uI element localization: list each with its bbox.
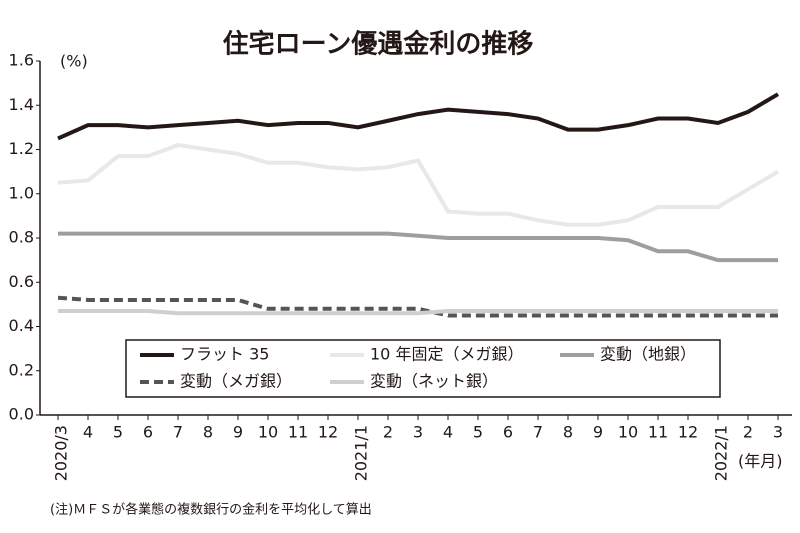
y-unit: (%) xyxy=(60,52,88,71)
y-tick-label: 1.6 xyxy=(9,51,34,70)
chart-title: 住宅ローン優遇金利の推移 xyxy=(223,29,534,60)
y-tick-label: 0.6 xyxy=(9,272,34,291)
x-tick-label: 2022/1 xyxy=(712,425,731,481)
x-tick-label: 11 xyxy=(648,423,668,442)
x-tick-label: 10 xyxy=(258,423,278,442)
x-tick-label: 8 xyxy=(563,423,573,442)
x-tick-label: 6 xyxy=(143,423,153,442)
x-tick-label: 9 xyxy=(233,423,243,442)
legend-label: フラット 35 xyxy=(180,345,269,364)
x-tick-label: 2 xyxy=(743,423,753,442)
note: (注)ＭＦＳが各業態の複数銀行の金利を平均化して算出 xyxy=(50,502,372,518)
x-tick-label: 2 xyxy=(383,423,393,442)
y-tick-label: 1.2 xyxy=(9,139,34,158)
series-line xyxy=(57,143,780,227)
y-tick-label: 0.0 xyxy=(9,405,34,424)
x-tick-label: 5 xyxy=(473,423,483,442)
x-tick-label: 9 xyxy=(593,423,603,442)
series-line xyxy=(58,309,778,316)
legend-label: 変動（メガ銀） xyxy=(180,372,292,391)
series-line xyxy=(58,231,778,263)
legend-label: 変動（地銀） xyxy=(600,345,696,364)
x-tick-label: 12 xyxy=(318,423,338,442)
series-line xyxy=(57,92,780,141)
x-unit: (年月) xyxy=(738,452,783,471)
x-tick-label: 2020/3 xyxy=(52,425,71,481)
x-tick-label: 7 xyxy=(173,423,183,442)
x-tick-label: 4 xyxy=(443,423,453,442)
y-tick-label: 1.4 xyxy=(9,95,34,114)
x-tick-label: 7 xyxy=(533,423,543,442)
x-tick-label: 3 xyxy=(413,423,423,442)
y-tick-label: 1.0 xyxy=(9,183,34,202)
legend-box xyxy=(125,339,721,398)
series-line xyxy=(57,295,778,318)
legend-label: 10 年固定（メガ銀） xyxy=(370,345,523,364)
x-tick-label: 5 xyxy=(113,423,123,442)
x-tick-label: 2021/1 xyxy=(352,425,371,481)
x-tick-label: 4 xyxy=(83,423,93,442)
legend-label: 変動（ネット銀） xyxy=(370,372,498,391)
y-tick-label: 0.2 xyxy=(9,360,34,379)
x-tick-label: 3 xyxy=(773,423,783,442)
x-tick-label: 10 xyxy=(618,423,638,442)
x-tick-label: 12 xyxy=(678,423,698,442)
x-tick-label: 8 xyxy=(203,423,213,442)
x-tick-label: 6 xyxy=(503,423,513,442)
y-tick-label: 0.8 xyxy=(9,228,34,247)
x-tick-label: 11 xyxy=(288,423,308,442)
y-tick-label: 0.4 xyxy=(9,316,34,335)
